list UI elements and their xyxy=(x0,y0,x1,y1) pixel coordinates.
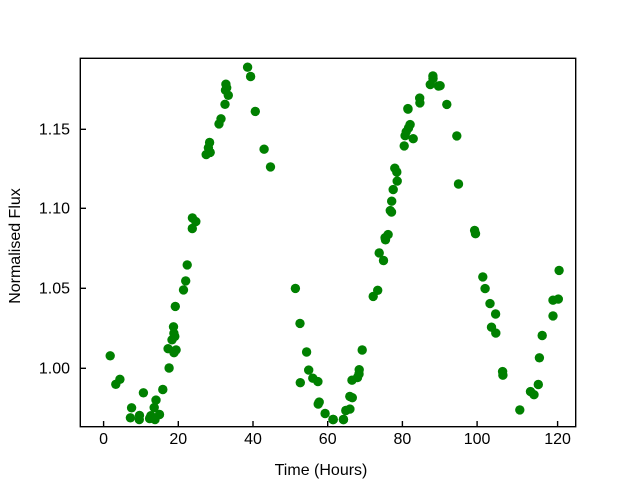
svg-text:Time (Hours): Time (Hours) xyxy=(275,462,368,479)
svg-text:40: 40 xyxy=(244,431,262,448)
svg-text:1.10: 1.10 xyxy=(39,201,70,218)
svg-text:60: 60 xyxy=(319,431,337,448)
svg-text:1.05: 1.05 xyxy=(39,281,70,298)
svg-text:1.15: 1.15 xyxy=(39,122,70,139)
svg-text:Normalised Flux: Normalised Flux xyxy=(7,188,24,304)
svg-text:0: 0 xyxy=(99,431,108,448)
svg-text:20: 20 xyxy=(169,431,187,448)
svg-text:100: 100 xyxy=(464,431,491,448)
svg-text:120: 120 xyxy=(544,431,571,448)
svg-text:80: 80 xyxy=(394,431,412,448)
svg-text:1.00: 1.00 xyxy=(39,361,70,378)
